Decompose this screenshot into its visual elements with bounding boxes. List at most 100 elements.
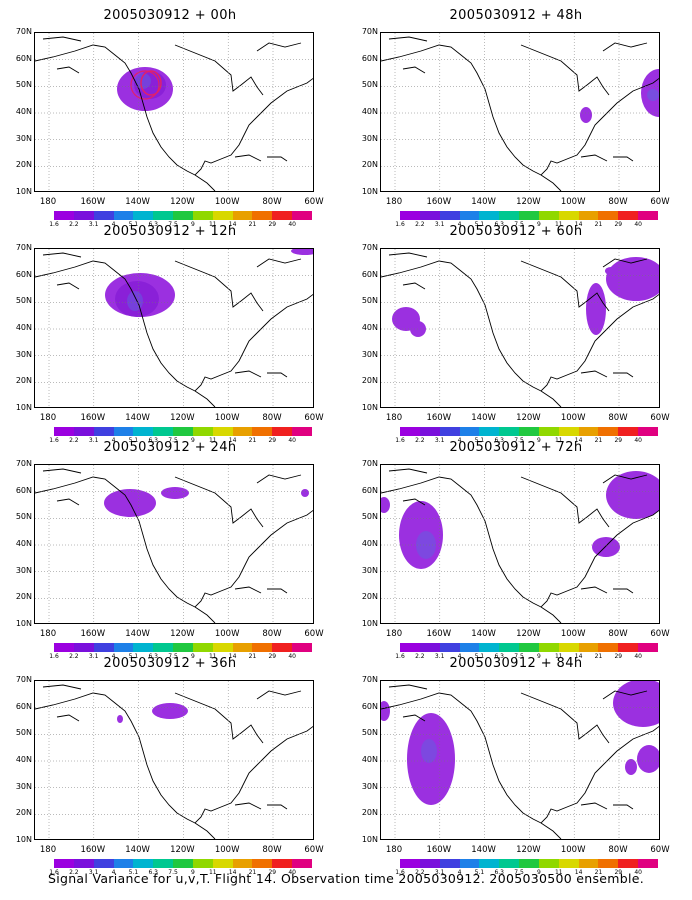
- colorbar-label: 3.1: [88, 653, 99, 660]
- longitude-label: 80W: [262, 413, 282, 423]
- colorbar-swatch: [113, 427, 134, 436]
- longitude-label: 140W: [125, 197, 150, 207]
- variance-region: [135, 73, 151, 89]
- coastline: [35, 468, 313, 623]
- longitude-label: 160W: [426, 197, 452, 207]
- longitude-label: 60W: [650, 197, 670, 207]
- latitude-label: 10N: [15, 403, 32, 412]
- colorbar-label: 11: [208, 869, 217, 876]
- colorbar-swatch: [638, 643, 658, 652]
- longitude-label: 180: [39, 197, 57, 207]
- colorbar-swatch: [598, 211, 619, 220]
- colorbar-swatch: [153, 859, 174, 868]
- colorbar-label: 4: [457, 869, 462, 876]
- longitude-label: 80W: [608, 413, 628, 423]
- colorbar-label: 11: [208, 653, 217, 660]
- colorbar-label: 3.1: [88, 221, 99, 228]
- longitude-label: 160W: [80, 413, 106, 423]
- colorbar-label: 40: [634, 869, 642, 876]
- coastline: [35, 36, 313, 191]
- longitude-label: 140W: [125, 629, 150, 639]
- colorbar-label: 29: [268, 221, 277, 228]
- colorbar-swatch: [192, 859, 213, 868]
- colorbar-swatch: [153, 643, 174, 652]
- high-variance-contour: [140, 70, 162, 96]
- longitude-label: 60W: [650, 629, 670, 639]
- colorbar-swatch: [499, 643, 520, 652]
- latitude-label: 70N: [361, 675, 378, 684]
- longitude-label: 140W: [471, 629, 496, 639]
- colorbar-label: 21: [594, 221, 603, 228]
- latitude-label: 40N: [15, 107, 32, 116]
- latitude-label: 60N: [15, 269, 32, 279]
- colorbar-swatch: [578, 211, 599, 220]
- colorbar-label: 1.6: [395, 221, 405, 228]
- colorbar-swatch: [598, 643, 619, 652]
- colorbar-swatch: [93, 643, 114, 652]
- coastline: [381, 252, 659, 407]
- longitude-label: 180: [39, 629, 57, 639]
- longitude-label: 100W: [560, 197, 586, 207]
- colorbar-label: 2.2: [415, 653, 425, 660]
- colorbar-swatch: [292, 211, 312, 220]
- colorbar-label: 29: [268, 653, 277, 660]
- variance-region: [291, 249, 313, 255]
- colorbar-swatch: [272, 211, 293, 220]
- variance-region: [586, 283, 606, 335]
- colorbar-swatch: [192, 427, 213, 436]
- colorbar-swatch: [232, 427, 253, 436]
- colorbar-label: 1.6: [49, 221, 59, 228]
- variance-region: [606, 471, 659, 519]
- colorbar-swatch: [212, 859, 233, 868]
- longitude-label: 180: [39, 845, 57, 855]
- colorbar-label: 2.2: [415, 437, 425, 444]
- colorbar-swatch: [499, 427, 520, 436]
- colorbar-label: 29: [268, 437, 277, 444]
- longitude-label: 160W: [80, 845, 106, 855]
- colorbar-label: 6.3: [494, 869, 504, 876]
- latitude-label: 10N: [361, 187, 378, 196]
- latitude-label: 40N: [361, 107, 378, 116]
- longitude-label: 60W: [304, 197, 324, 207]
- longitude-label: 120W: [170, 629, 195, 639]
- variance-region: [161, 487, 189, 499]
- colorbar-label: 21: [594, 437, 603, 444]
- colorbar-label: 4: [111, 869, 116, 876]
- latitude-label: 70N: [361, 27, 378, 36]
- colorbar-label: 2.2: [415, 869, 425, 876]
- longitude-label: 120W: [516, 629, 541, 639]
- colorbar-swatch: [54, 211, 74, 220]
- colorbar-swatch: [618, 643, 639, 652]
- colorbar-swatch: [459, 859, 480, 868]
- latitude-label: 60N: [361, 53, 378, 63]
- coastline: [35, 684, 313, 839]
- colorbar-label: 6.3: [148, 869, 158, 876]
- map-area: [34, 32, 314, 192]
- colorbar-swatch: [272, 643, 293, 652]
- colorbar-swatch: [292, 859, 312, 868]
- longitude-label: 140W: [471, 197, 496, 207]
- longitude-label: 180: [385, 845, 403, 855]
- map-area: [380, 464, 660, 624]
- high-variance-contour: [130, 70, 160, 100]
- map-area: [34, 680, 314, 840]
- variance-region: [606, 257, 659, 301]
- latitude-label: 40N: [361, 323, 378, 332]
- colorbar-label: 9: [191, 653, 195, 660]
- colorbar-label: 3.1: [434, 437, 445, 444]
- colorbar-label: 3.1: [434, 869, 445, 876]
- colorbar-swatch: [578, 643, 599, 652]
- latitude-label: 10N: [15, 619, 32, 628]
- colorbar-swatch: [459, 643, 480, 652]
- latitude-label: 20N: [361, 592, 378, 602]
- figure-caption: Signal Variance for u,v,T. Flight 14. Ob…: [47, 871, 645, 886]
- panel-title: 2005030912 + 24h: [103, 440, 237, 455]
- colorbar-swatch: [538, 643, 559, 652]
- latitude-label: 20N: [15, 592, 32, 602]
- panel-title: 2005030912 + 36h: [103, 656, 237, 671]
- colorbar-label: 14: [228, 437, 237, 444]
- colorbar-label: 2.2: [69, 221, 79, 228]
- colorbar-label: 5.1: [128, 437, 139, 444]
- colorbar-swatch: [153, 427, 174, 436]
- colorbar-label: 7.5: [168, 221, 178, 228]
